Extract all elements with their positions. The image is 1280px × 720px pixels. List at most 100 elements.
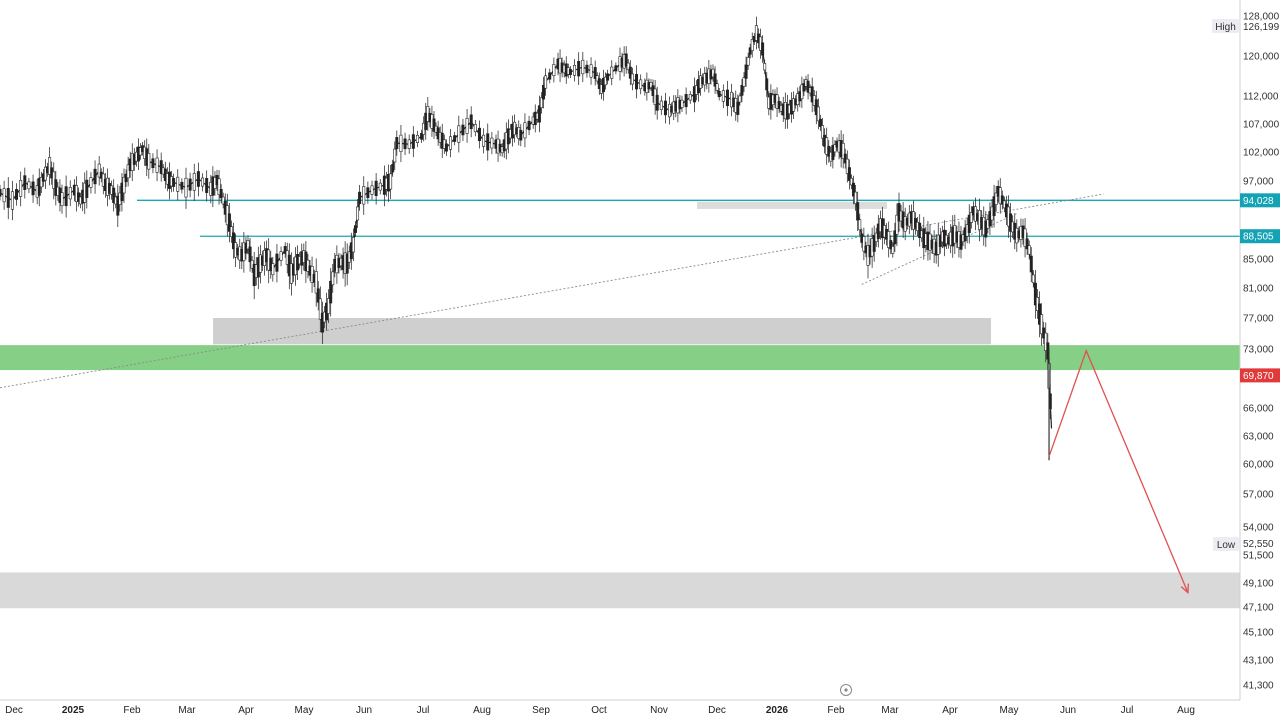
price-tick-label: 120,000: [1243, 52, 1280, 63]
high-marker: High 126,199: [1212, 19, 1280, 33]
candle-body: [845, 158, 849, 174]
candle-body: [39, 176, 43, 188]
candle-body: [895, 214, 899, 235]
candle-body: [283, 246, 287, 254]
candle-body: [852, 182, 856, 197]
candle-body: [680, 99, 684, 108]
candle-body: [810, 86, 814, 103]
candle-body: [316, 288, 320, 303]
candle-body: [717, 91, 721, 98]
candle-body: [872, 235, 876, 252]
candle-body: [457, 125, 461, 143]
price-tick-label: 45,100: [1243, 628, 1274, 639]
candle-body: [486, 133, 490, 151]
events-icon[interactable]: [840, 684, 852, 696]
candle-body: [151, 158, 155, 169]
candle-body: [862, 236, 866, 252]
candle-body: [93, 168, 97, 185]
candle-body: [420, 132, 424, 140]
candle-body: [748, 47, 752, 55]
time-tick-label: May: [295, 705, 314, 716]
price-tag-label: 94,028: [1243, 196, 1274, 207]
candle-body: [27, 181, 31, 190]
candle-body: [684, 94, 688, 108]
candle-body: [725, 89, 729, 107]
candle-body: [407, 139, 411, 149]
candle-body: [473, 124, 477, 133]
price-tick-label: 112,000: [1243, 92, 1279, 103]
candle-body: [232, 232, 236, 250]
candle-body: [112, 187, 116, 203]
time-tick-label: Feb: [123, 705, 141, 716]
candle-body: [279, 251, 283, 261]
candle-body: [754, 25, 758, 41]
candle-body: [581, 59, 585, 75]
price-tick-label: 73,000: [1243, 345, 1274, 356]
price-tick-label: 63,000: [1243, 432, 1274, 443]
candle-body: [461, 124, 465, 136]
price-tick-label: 43,100: [1243, 656, 1274, 667]
candle-body: [604, 76, 608, 86]
candle-body: [275, 253, 279, 272]
candle-body: [465, 117, 469, 134]
candle-body: [1040, 314, 1044, 335]
price-tick-label: 66,000: [1243, 404, 1274, 415]
low-value: 52,550: [1243, 539, 1274, 550]
candle-body: [1027, 245, 1031, 255]
candle-body: [777, 100, 781, 109]
time-tick-label: Oct: [591, 705, 607, 716]
candle-body: [444, 143, 448, 152]
candle-body: [639, 79, 643, 90]
candle-body: [477, 127, 481, 142]
candle-body: [393, 148, 397, 163]
price-tag-1: [1240, 229, 1280, 244]
candle-body: [893, 230, 897, 245]
candle-body: [184, 177, 188, 198]
candle-body: [606, 73, 610, 81]
candle-body: [248, 246, 252, 263]
candle-body: [97, 163, 101, 178]
time-axis-panel[interactable]: [0, 700, 1280, 720]
time-tick-label: Mar: [881, 705, 899, 716]
price-tick-label: 49,100: [1243, 579, 1274, 590]
time-tick-label: Nov: [650, 705, 668, 716]
candle-body: [1023, 228, 1027, 247]
time-tick-label: Aug: [473, 705, 491, 716]
candle-body: [85, 179, 89, 198]
candle-body: [1044, 332, 1048, 351]
candle-body: [548, 72, 552, 80]
price-axis-panel[interactable]: [1240, 0, 1280, 700]
candle-body: [271, 263, 275, 276]
candle-body: [370, 185, 374, 195]
time-tick-label: Apr: [238, 705, 254, 716]
candle-body: [711, 68, 715, 78]
candle-body: [589, 64, 593, 78]
candle-body: [366, 187, 370, 199]
candle-body: [542, 84, 546, 100]
candle-body: [969, 212, 973, 223]
price-tag-0: [1240, 193, 1280, 208]
time-tick-label: Apr: [942, 705, 958, 716]
candle-body: [821, 125, 825, 139]
candle-body: [358, 191, 362, 204]
candle-body: [172, 178, 176, 187]
time-tick-label: Feb: [827, 705, 845, 716]
candle-body: [544, 75, 548, 89]
candle-body: [847, 167, 851, 181]
candle-body: [624, 53, 628, 67]
candle-body: [827, 145, 831, 157]
time-tick-label: May: [1000, 705, 1019, 716]
candle-body: [482, 134, 486, 147]
candle-body: [327, 298, 331, 314]
candle-body: [959, 234, 963, 250]
time-tick-label: Aug: [1177, 705, 1195, 716]
candle-body: [626, 62, 630, 70]
candle-body: [362, 186, 366, 205]
candle-body: [843, 153, 847, 164]
time-tick-label: Jun: [1060, 705, 1076, 716]
candle-body: [688, 94, 692, 101]
candle-body: [403, 138, 407, 150]
candle-body: [802, 83, 806, 92]
candle-body: [126, 164, 130, 179]
